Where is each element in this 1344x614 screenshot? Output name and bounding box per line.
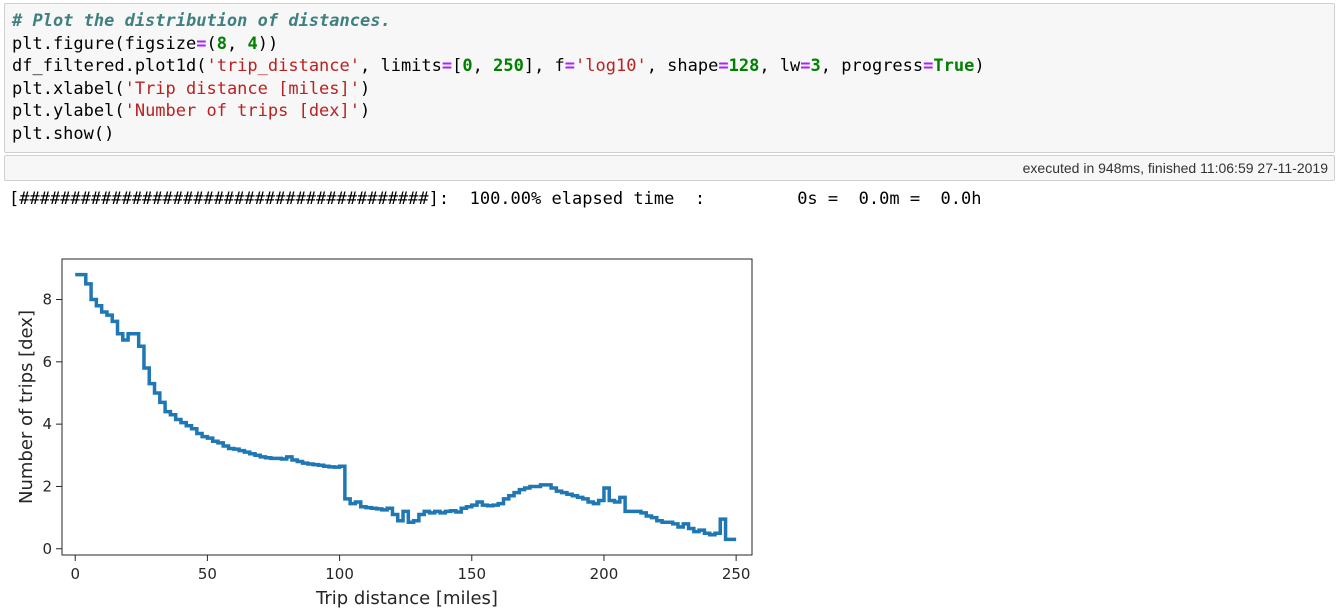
code-token: = xyxy=(441,56,453,76)
x-tick-label: 200 xyxy=(590,565,619,583)
progress-bar-text: [#######################################… xyxy=(9,189,450,209)
x-tick-label: 150 xyxy=(457,565,486,583)
code-token: = xyxy=(800,56,811,76)
code-token: ) xyxy=(974,56,985,76)
y-tick-label: 2 xyxy=(42,477,52,495)
x-tick-label: 100 xyxy=(325,565,354,583)
code-line: plt.show() xyxy=(12,123,985,146)
code-token: = xyxy=(564,56,576,76)
elapsed-seconds: 0s xyxy=(797,189,818,209)
code-cell-input[interactable]: # Plot the distribution of distances. plt… xyxy=(4,3,1335,153)
code-token: = xyxy=(718,56,729,76)
code-token: plt.show() xyxy=(12,123,115,144)
code-token: ) xyxy=(360,101,371,121)
x-tick-label: 250 xyxy=(722,565,751,583)
code-token: [ xyxy=(452,56,463,76)
code-token: , xyxy=(472,56,494,76)
y-tick-label: 8 xyxy=(42,291,52,309)
code-token: 3 xyxy=(810,56,821,76)
elapsed-separator: : xyxy=(694,189,706,209)
code-token: 'log10' xyxy=(575,56,647,76)
y-axis-label: Number of trips [dex] xyxy=(16,310,37,504)
code-line: df_filtered.plot1d('trip_distance', limi… xyxy=(12,55,985,78)
code-token: ) xyxy=(360,78,371,99)
code-token: plt.figure(figsize xyxy=(12,33,197,54)
x-axis-label: Trip distance [miles] xyxy=(315,588,498,609)
y-tick-label: 4 xyxy=(42,415,52,433)
progress-percent: 100.00% xyxy=(469,189,542,209)
code-editor[interactable]: # Plot the distribution of distances. plt… xyxy=(12,10,985,145)
plot-area xyxy=(61,258,753,556)
code-token: , limits xyxy=(360,56,442,76)
x-axis-ticks: 0 50 100 150 200 250 xyxy=(70,555,750,583)
y-tick-label: 6 xyxy=(42,353,52,371)
code-line: plt.xlabel('Trip distance [miles]') xyxy=(12,78,985,101)
code-token: 4 xyxy=(247,33,258,54)
y-tick-label: 0 xyxy=(42,540,52,558)
code-token: , lw xyxy=(759,56,801,76)
execution-status-bar: executed in 948ms, finished 11:06:59 27-… xyxy=(4,155,1335,181)
code-token: = xyxy=(923,56,934,76)
code-token: 'trip_distance' xyxy=(206,56,360,76)
execution-status-text: executed in 948ms, finished 11:06:59 27-… xyxy=(1022,160,1328,176)
code-line: # Plot the distribution of distances. xyxy=(12,10,985,33)
code-token: , shape xyxy=(646,56,719,76)
code-token: , xyxy=(226,33,248,54)
progress-output: [#######################################… xyxy=(9,189,982,209)
code-token: ( xyxy=(206,33,217,54)
elapsed-minutes: 0.0m xyxy=(858,189,900,209)
distance-distribution-line xyxy=(75,272,737,542)
code-token: df_filtered.plot1d( xyxy=(12,56,207,76)
code-token: # Plot the distribution of distances. xyxy=(12,11,391,31)
code-token: 0 xyxy=(462,56,473,76)
trip-distance-plot: 0 50 100 150 200 250 0 2 4 6 8 Trip distance [mil… xyxy=(16,258,753,609)
code-line: plt.figure(figsize=(8, 4)) xyxy=(12,33,985,56)
code-token: ], f xyxy=(523,56,565,76)
code-token: True xyxy=(933,56,975,76)
code-token: plt.xlabel( xyxy=(12,78,125,99)
code-token: 250 xyxy=(493,56,524,76)
y-axis-ticks: 0 2 4 6 8 xyxy=(42,291,62,558)
code-token: plt.ylabel( xyxy=(12,101,125,121)
code-token: 128 xyxy=(728,56,760,76)
elapsed-time-label: elapsed time xyxy=(551,189,675,209)
elapsed-hours: 0.0h xyxy=(940,189,982,209)
x-tick-label: 0 xyxy=(70,565,80,583)
code-token: 8 xyxy=(216,33,227,54)
code-token: 'Trip distance [miles]' xyxy=(124,78,360,99)
code-token: = xyxy=(196,33,207,54)
code-token: )) xyxy=(257,33,279,54)
code-token: , progress xyxy=(820,56,924,76)
code-line: plt.ylabel('Number of trips [dex]') xyxy=(12,100,985,123)
x-tick-label: 50 xyxy=(198,565,217,583)
code-token: 'Number of trips [dex]' xyxy=(124,101,360,121)
